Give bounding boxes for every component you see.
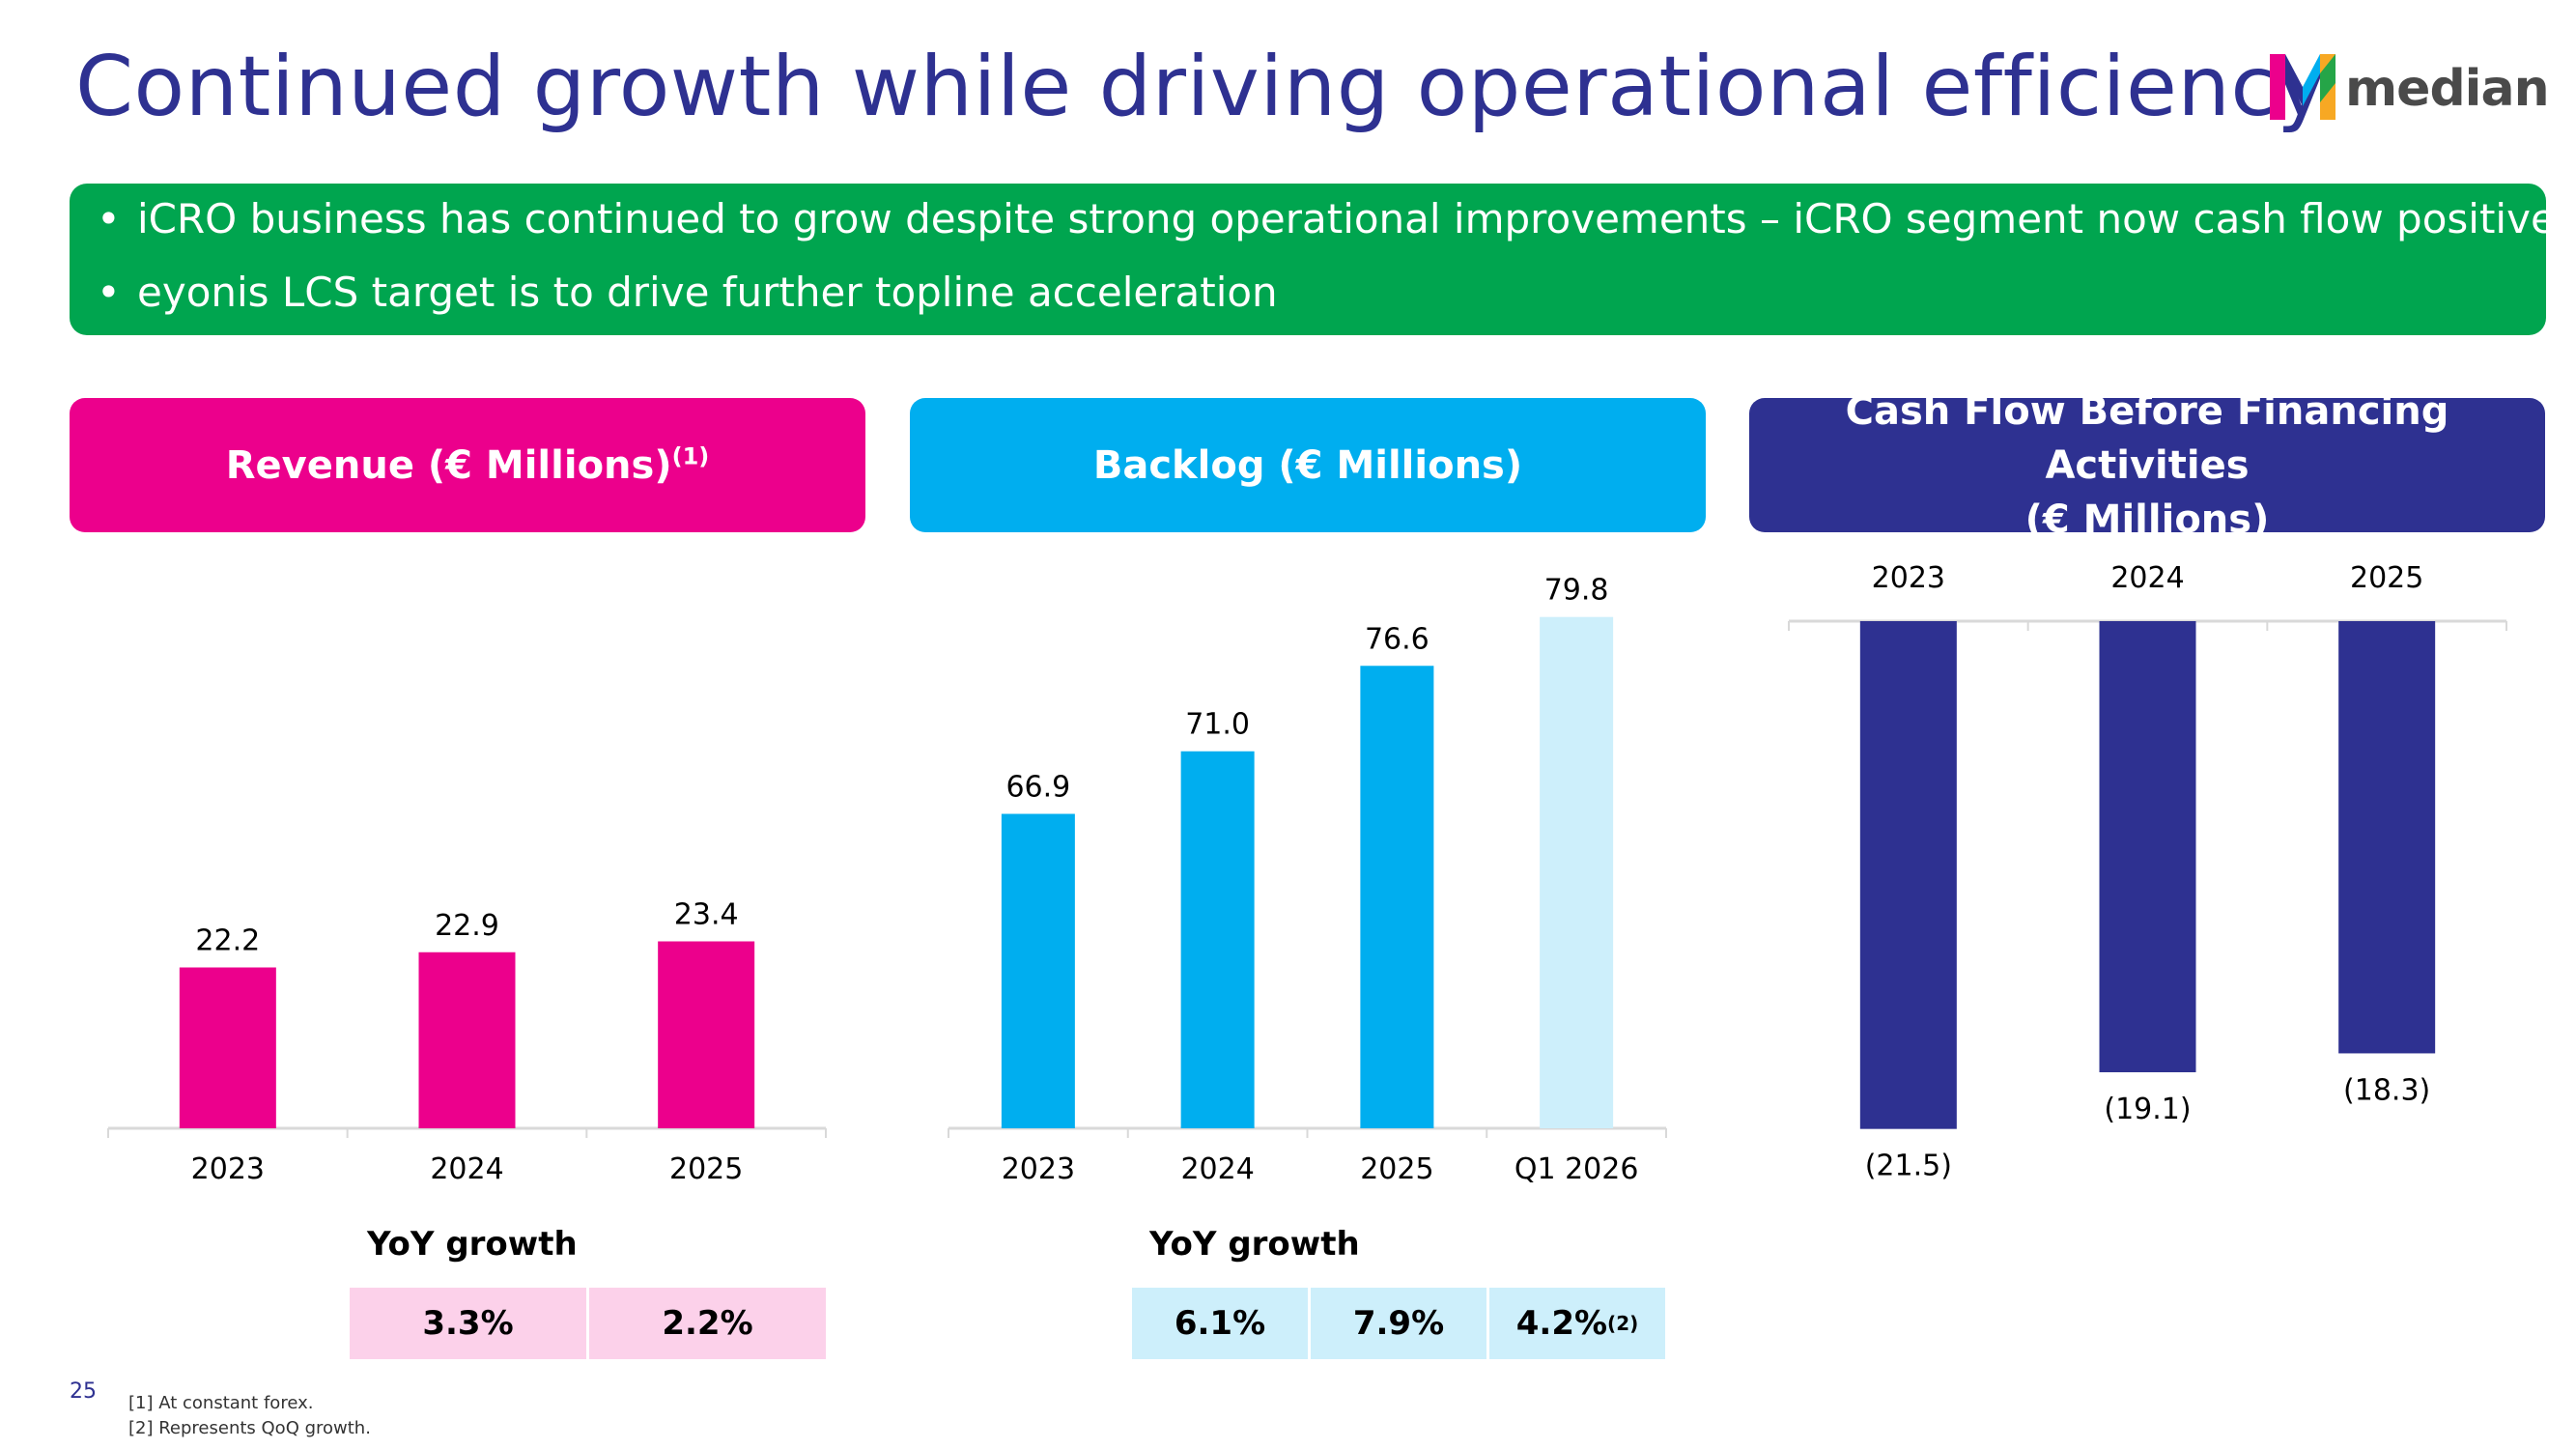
revenue-data-label: 22.9 [435,909,499,943]
cashflow-title-line2: (€ Millions) [2024,497,2270,542]
backlog-yoy-cell: 6.1% [1132,1288,1308,1359]
backlog-bar [1180,751,1255,1128]
revenue-yoy-cell: 2.2% [589,1288,826,1359]
cashflow-title-line1: Cash Flow Before Financing Activities [1845,388,2449,488]
backlog-data-label: 71.0 [1185,708,1250,742]
cashflow-data-label: (21.5) [1865,1150,1952,1183]
backlog-header: Backlog (€ Millions) [910,398,1706,532]
cashflow-data-label: (19.1) [2104,1093,2191,1126]
revenue-title: Revenue (€ Millions) [225,442,672,488]
backlog-data-label: 79.8 [1544,574,1609,608]
footnote: [1] At constant forex. [128,1393,314,1413]
bullet-item: • eyonis LCS target is to drive further t… [97,269,1278,316]
cashflow-data-label: (18.3) [2343,1073,2430,1107]
bullet-item: • iCRO business has continued to grow des… [97,195,2556,242]
footnote: [2] Represents QoQ growth. [128,1418,371,1438]
page-number: 25 [70,1379,97,1404]
backlog-yoy-label: YoY growth [1149,1225,1360,1264]
backlog-tick-label: 2024 [1180,1152,1254,1186]
backlog-yoy-sup: (2) [1607,1312,1639,1335]
backlog-yoy-cell: 7.9% [1311,1288,1486,1359]
backlog-bar [1001,813,1075,1128]
revenue-tick-label: 2024 [430,1152,503,1186]
page-title: Continued growth while driving operation… [75,39,2327,135]
backlog-data-label: 76.6 [1365,622,1430,656]
backlog-chart: 66.9 2023 71.0 2024 76.6 2025 79.8 Q1 2026 [948,574,1667,1186]
backlog-data-label: 66.9 [1005,771,1070,805]
median-m-logo-icon [2270,54,2335,120]
revenue-bar [179,967,276,1128]
bullet-text: iCRO business has continued to grow desp… [137,195,2556,242]
backlog-tick-label: 2023 [1002,1152,1075,1186]
cashflow-tick-label: 2024 [2110,561,2184,595]
cashflow-bar [2099,621,2196,1072]
median-logo: median [2270,54,2550,124]
backlog-tick-label: Q1 2026 [1514,1152,1639,1186]
revenue-bar [658,941,755,1128]
cashflow-bar [2338,621,2436,1054]
backlog-yoy-value: 4.2% [1515,1304,1608,1343]
revenue-bar [418,952,516,1128]
revenue-chart: 22.2 2023 22.9 2024 23.4 2025 [107,898,827,1186]
revenue-tick-label: 2025 [669,1152,743,1186]
revenue-tick-label: 2023 [191,1152,265,1186]
backlog-yoy-cell: 4.2% (2) [1489,1288,1665,1359]
revenue-title-sup: (1) [671,442,710,470]
revenue-yoy-label: YoY growth [367,1225,578,1264]
backlog-tick-label: 2025 [1360,1152,1433,1186]
backlog-bar [1540,616,1614,1128]
cashflow-tick-label: 2025 [2350,561,2423,595]
backlog-bar [1360,666,1434,1128]
cashflow-chart: (21.5) 2023 (19.1) 2024 (18.3) 2025 [1788,561,2507,1183]
cashflow-header: Cash Flow Before Financing Activities (€… [1749,389,2545,542]
revenue-data-label: 22.2 [195,924,260,958]
revenue-data-label: 23.4 [674,898,739,932]
revenue-header: Revenue (€ Millions)(1) [70,398,865,532]
backlog-title: Backlog (€ Millions) [1092,442,1523,488]
cashflow-tick-label: 2023 [1872,561,1945,595]
cashflow-bar [1859,621,1957,1129]
bullet-text: eyonis LCS target is to drive further to… [137,269,1278,316]
revenue-yoy-cell: 3.3% [350,1288,586,1359]
logo-text: median [2345,60,2550,118]
key-points-box: • iCRO business has continued to grow des… [70,184,2556,335]
